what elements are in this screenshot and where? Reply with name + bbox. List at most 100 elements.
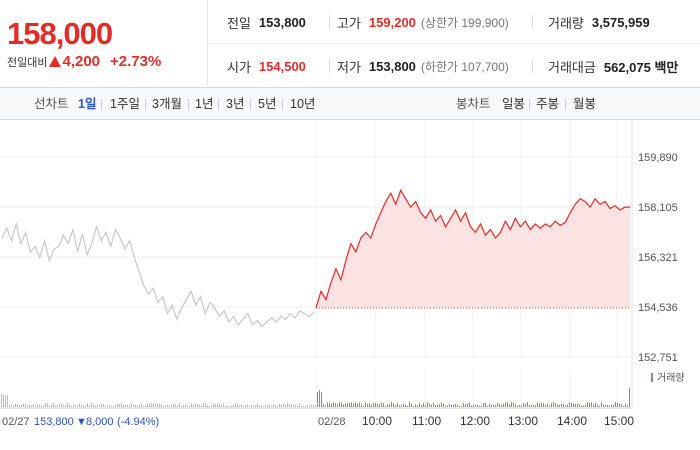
volume-bar [355, 402, 356, 407]
volume-bar [549, 405, 550, 407]
tab-candle-week[interactable]: 주봉 [536, 97, 560, 111]
volume-bar [89, 405, 90, 407]
stat-high: 고가 159,200 (상한가 199,900) [337, 0, 509, 44]
volume-bar [495, 405, 496, 407]
volume-bar [119, 404, 120, 407]
change-label: 전일대비 [7, 56, 48, 69]
volume-bar [509, 404, 510, 407]
volume-bar [629, 388, 630, 407]
y-axis: 159,890 158,105 156,321 154,536 152,751 [638, 152, 678, 364]
volume-bar [441, 402, 442, 407]
volume-bar [405, 404, 406, 407]
volume-bar [129, 404, 130, 407]
candle-chart-label: 봉차트 [456, 97, 491, 111]
volume-bar [479, 405, 480, 407]
volume-bar [299, 403, 300, 407]
volume-bar [519, 405, 520, 407]
volume-bar [353, 403, 354, 407]
tab-candle-month[interactable]: 월봉 [573, 97, 597, 111]
volume-bar [133, 404, 134, 407]
y-tick-label: 156,321 [638, 252, 678, 264]
volume-bar [583, 405, 584, 407]
volume-bar [615, 402, 616, 407]
volume-bar [543, 403, 544, 407]
volume-bar [377, 403, 378, 407]
volume-bar [361, 404, 362, 407]
tab-period-1w[interactable]: 1주일 [110, 97, 140, 111]
volume-bar [27, 405, 28, 407]
volume-bar [291, 404, 292, 407]
volume-bar [349, 402, 350, 407]
divider [218, 99, 219, 110]
x-tick-label: 12:00 [460, 414, 490, 428]
volume-bar [477, 404, 478, 407]
volume-bar [293, 405, 294, 407]
volume-bar [341, 402, 342, 407]
volume-bar [367, 403, 368, 407]
volume-bar [575, 403, 576, 407]
volume-bar [149, 403, 150, 407]
volume-bar [275, 404, 276, 407]
volume-bar [391, 402, 392, 407]
divider [282, 99, 283, 110]
volume-bar [145, 405, 146, 407]
volume-bar [375, 402, 376, 407]
volume-bar [359, 402, 360, 407]
volume-bar [61, 403, 62, 407]
volume-bar [335, 403, 336, 407]
volume-bar [125, 404, 126, 407]
tab-period-1y[interactable]: 1년 [195, 97, 214, 111]
volume-bar [65, 405, 66, 407]
volume-bar [623, 405, 624, 407]
volume-bar [317, 391, 318, 407]
volume-bar [625, 404, 626, 407]
tab-period-1d[interactable]: 1일 [78, 97, 97, 111]
volume-bar [277, 405, 278, 407]
stats-row: 시가 154,500 저가 153,800 (하한가 107,700) 거래대금… [208, 44, 700, 88]
divider [188, 99, 189, 110]
volume-bar [459, 405, 460, 407]
volume-bar [231, 405, 232, 407]
volume-bar [413, 405, 414, 407]
stat-label: 시가 [227, 59, 251, 75]
volume-bar [31, 405, 32, 407]
volume-bar [15, 403, 16, 407]
volume-bar [557, 404, 558, 407]
volume-bar [505, 402, 506, 407]
volume-bar [185, 404, 186, 407]
volume-bar [25, 404, 26, 407]
volume-bar [431, 404, 432, 407]
stat-volume: 거래량 3,575,959 [548, 0, 650, 44]
volume-bar [333, 402, 334, 407]
volume-bar [191, 403, 192, 407]
tab-candle-day[interactable]: 일봉 [502, 97, 526, 111]
divider [145, 99, 146, 110]
divider [250, 99, 251, 110]
volume-bar [135, 404, 136, 407]
volume-bar [79, 403, 80, 407]
tab-period-10y[interactable]: 10년 [290, 97, 316, 111]
volume-bar [411, 403, 412, 407]
volume-bar [567, 404, 568, 407]
volume-bar [545, 404, 546, 407]
stats-table: 전일 153,800 고가 159,200 (상한가 199,900) 거래량 … [208, 0, 700, 88]
volume-bar [499, 404, 500, 407]
chart-series [1, 188, 630, 328]
volume-bar [399, 405, 400, 407]
volume-bar [273, 404, 274, 407]
volume-bar [523, 403, 524, 407]
volume-bar [295, 404, 296, 407]
volume-bar [253, 405, 254, 407]
volume-bar [453, 404, 454, 407]
volume-bar [169, 405, 170, 407]
volume-bar [309, 405, 310, 407]
tab-period-3m[interactable]: 3개월 [152, 97, 182, 111]
tab-period-5y[interactable]: 5년 [258, 97, 277, 111]
volume-bar [465, 404, 466, 407]
volume-bar [175, 403, 176, 407]
x-tick-label: 13:00 [508, 414, 538, 428]
volume-bar [225, 405, 226, 407]
volume-bar [33, 403, 34, 407]
tab-period-3y[interactable]: 3년 [226, 97, 245, 111]
volume-bar [37, 404, 38, 407]
